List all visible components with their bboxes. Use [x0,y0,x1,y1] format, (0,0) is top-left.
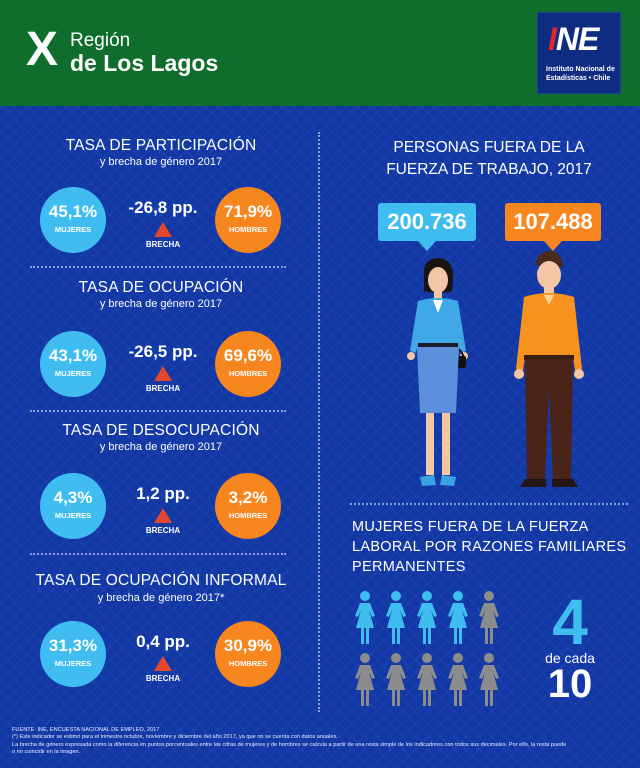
woman-pictogram-icon [386,653,406,706]
woman-pictogram-icon [417,591,437,644]
footer-notes: FUENTE: INE, ENCUESTA NACIONAL DE EMPLEO… [12,727,632,757]
family-reasons-title-line1: MUJERES FUERA DE LA FUERZA [352,519,589,535]
gap-triangle-icon [154,222,172,237]
woman-pictogram-icon [448,653,468,706]
women-rate-circle: 4,3% MUJERES [40,473,106,539]
men-rate-circle: 3,2% HOMBRES [215,473,281,539]
woman-pictogram-icon [355,653,375,706]
men-rate-label: HOMBRES [228,225,268,234]
indicator-title-ocupacion: TASA DE OCUPACIÓN [78,279,244,296]
women-rate-label: MUJERES [54,369,92,378]
ine-logo: INE Instituto Nacional de Estadísticas •… [537,12,621,94]
women-count-bubble: 200.736 [378,203,476,251]
men-rate-value: 71,9% [223,202,273,221]
men-rate-value: 30,9% [223,636,273,655]
region-name: de Los Lagos [70,50,219,76]
woman-pictogram-icon [479,653,499,706]
section-divider [30,410,286,412]
indicator-title-informal: TASA DE OCUPACIÓN INFORMAL [35,572,287,589]
header-bar: X Región de Los Lagos INE Instituto Naci… [0,0,640,106]
women-rate-value: 43,1% [48,346,98,365]
gap-label: BRECHA [145,674,181,683]
women-rate-value: 4,3% [53,488,93,507]
family-reasons-title-line3: PERMANENTES [352,559,466,575]
outside-workforce-title-line2: FUERZA DE TRABAJO, 2017 [386,161,592,178]
outside-workforce-title-line1: PERSONAS FUERA DE LA [393,139,585,156]
men-rate-circle: 69,6% HOMBRES [215,331,281,397]
region-word: Región [70,30,131,51]
indicator-subtitle-ocupacion: y brecha de género 2017 [99,298,223,310]
men-rate-value: 69,6% [223,346,273,365]
gap-label: BRECHA [145,384,181,393]
women-rate-label: MUJERES [54,225,92,234]
women-rate-circle: 31,3% MUJERES [40,621,106,687]
women-rate-label: MUJERES [54,659,92,668]
women-rate-label: MUJERES [54,511,92,520]
men-rate-label: HOMBRES [228,659,268,668]
footer-note-gap: La brecha de género expresada como la di… [12,741,567,748]
gap-value: 1,2 pp. [136,484,190,503]
gap-label: BRECHA [145,526,181,535]
logo-text: INE [548,21,599,57]
men-rate-circle: 71,9% HOMBRES [215,187,281,253]
gap-value: 0,4 pp. [136,632,190,651]
footer-note-estimate: (*) Este indicador se estimó para el tri… [12,734,338,741]
highlight-number: 4 [552,586,588,658]
indicator-subtitle-participacion: y brecha de género 2017 [99,156,223,168]
woman-pictogram-icon [448,591,468,644]
women-rate-value: 45,1% [48,202,98,221]
indicator-subtitle-desocupacion: y brecha de género 2017 [99,441,223,453]
women-rate-circle: 45,1% MUJERES [40,187,106,253]
gap-triangle-icon [154,508,172,523]
gap-label: BRECHA [145,240,181,249]
woman-figure-icon [407,258,468,486]
region-numeral: X [26,23,59,76]
woman-pictogram-icon [355,591,375,644]
gap-triangle-icon [154,656,172,671]
highlight-total: 10 [547,662,593,706]
footer-source: FUENTE: INE, ENCUESTA NACIONAL DE EMPLEO… [12,727,160,733]
highlight-connector: de cada [545,650,595,666]
indicator-title-participacion: TASA DE PARTICIPACIÓN [65,137,257,154]
men-rate-label: HOMBRES [228,511,268,520]
footer-note-gap-cont: o no coincidir en la imagen. [12,749,81,756]
gap-triangle-icon [154,366,172,381]
indicator-title-desocupacion: TASA DE DESOCUPACIÓN [62,422,260,439]
woman-pictogram-icon [417,653,437,706]
woman-pictogram-icon [479,591,499,644]
logo-subtitle: Instituto Nacional de Estadísticas • Chi… [546,66,615,82]
vertical-divider [318,132,320,712]
men-rate-value: 3,2% [228,488,268,507]
family-reasons-title-line2: LABORAL POR RAZONES FAMILIARES [352,539,627,555]
section-divider [350,503,628,505]
man-figure-icon [514,251,584,487]
gap-value: -26,8 pp. [128,198,198,217]
gap-value: -26,5 pp. [128,342,198,361]
indicator-subtitle-informal: y brecha de género 2017* [97,592,225,604]
women-rate-circle: 43,1% MUJERES [40,331,106,397]
woman-pictogram-icon [386,591,406,644]
men-rate-label: HOMBRES [228,369,268,378]
men-count-bubble: 107.488 [505,203,601,251]
men-rate-circle: 30,9% HOMBRES [215,621,281,687]
section-divider [30,553,286,555]
women-rate-value: 31,3% [48,636,98,655]
section-divider [30,266,286,268]
